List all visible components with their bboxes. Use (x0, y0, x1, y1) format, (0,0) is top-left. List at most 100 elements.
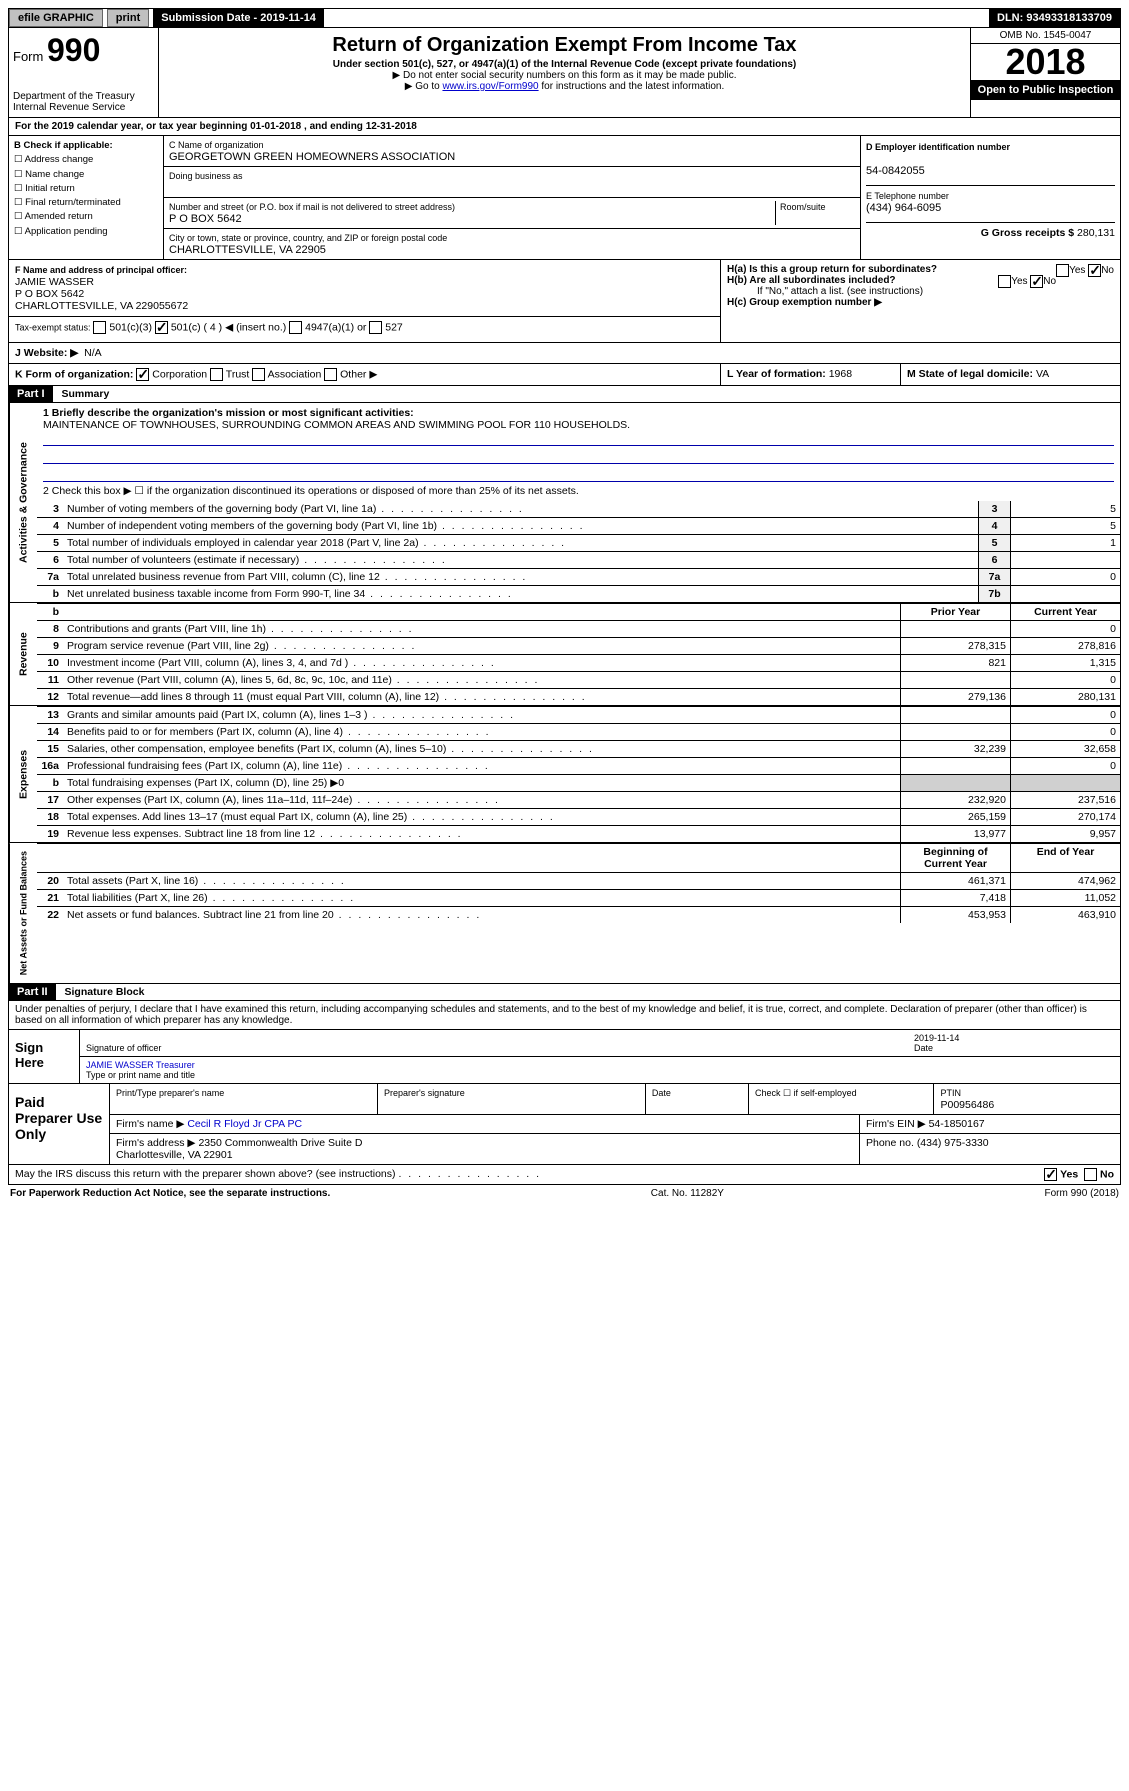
firm-name: Cecil R Floyd Jr CPA PC (187, 1118, 302, 1130)
room-label: Room/suite (780, 202, 826, 212)
hc-label: H(c) Group exemption number ▶ (727, 297, 882, 308)
ha-label: H(a) Is this a group return for subordin… (727, 264, 937, 275)
form-header: Form 990 Department of the Treasury Inte… (8, 28, 1121, 118)
firm-ein-label: Firm's EIN ▶ (866, 1118, 926, 1130)
prior-year-hdr: Prior Year (900, 604, 1010, 620)
end-year-hdr: End of Year (1010, 844, 1120, 872)
year-formed-label: L Year of formation: (727, 368, 826, 380)
website-row: J Website: ▶ N/A (8, 343, 1121, 364)
phone-value: (434) 964-6095 (866, 202, 941, 214)
irs-discuss-row: May the IRS discuss this return with the… (8, 1165, 1121, 1185)
org-name: GEORGETOWN GREEN HOMEOWNERS ASSOCIATION (169, 151, 455, 163)
form-word: Form (13, 49, 43, 64)
mission-text: MAINTENANCE OF TOWNHOUSES, SURROUNDING C… (43, 419, 630, 431)
trust-checkbox[interactable] (210, 368, 223, 381)
governance-section: Activities & Governance 1 Briefly descri… (8, 403, 1121, 603)
officer-name-label: Type or print name and title (86, 1070, 195, 1080)
cat-no: Cat. No. 11282Y (651, 1188, 724, 1199)
form-link-row: ▶ Go to www.irs.gov/Form990 for instruct… (163, 81, 966, 92)
corp-checkbox[interactable] (136, 368, 149, 381)
501c-checkbox[interactable] (155, 321, 168, 334)
tax-status-row: Tax-exempt status: 501(c)(3) 501(c) ( 4 … (9, 316, 720, 338)
irs-question: May the IRS discuss this return with the… (15, 1168, 396, 1180)
dept-label: Department of the Treasury Internal Reve… (13, 91, 154, 113)
ein-label: D Employer identification number (866, 142, 1010, 152)
page-footer: For Paperwork Reduction Act Notice, see … (8, 1185, 1121, 1202)
part2-badge: Part II (9, 984, 56, 1000)
dln-label: DLN: 93493318133709 (989, 9, 1120, 27)
dba-label: Doing business as (169, 171, 243, 181)
addr-label: Number and street (or P.O. box if mail i… (169, 202, 455, 212)
form-number: 990 (47, 32, 100, 68)
tax-status-label: Tax-exempt status: (15, 322, 91, 332)
city-label: City or town, state or province, country… (169, 233, 447, 243)
gross-label: G Gross receipts $ (981, 227, 1074, 239)
form-subtitle: Under section 501(c), 527, or 4947(a)(1)… (163, 59, 966, 70)
hb-no-checkbox[interactable] (1030, 275, 1043, 288)
sig-officer-label: Signature of officer (86, 1043, 161, 1053)
box-b-title: B Check if applicable: (14, 140, 113, 151)
revenue-section: Revenue bPrior YearCurrent Year 8Contrib… (8, 603, 1121, 706)
hb-yes-checkbox[interactable] (998, 275, 1011, 288)
efile-topbar: efile GRAPHIC print Submission Date - 20… (8, 8, 1121, 28)
sig-date-label: Date (914, 1043, 933, 1053)
officer-name: JAMIE WASSER Treasurer (86, 1060, 195, 1070)
box-c: C Name of organizationGEORGETOWN GREEN H… (164, 136, 860, 259)
paid-preparer-section: Paid Preparer Use Only Print/Type prepar… (8, 1084, 1121, 1165)
domicile-value: VA (1036, 368, 1049, 380)
box-d-e-g: D Employer identification number 54-08420… (860, 136, 1120, 259)
ha-no-checkbox[interactable] (1088, 264, 1101, 277)
form-note-ssn: ▶ Do not enter social security numbers o… (163, 70, 966, 81)
section-b-to-g: B Check if applicable: ☐ Address change☐… (8, 136, 1121, 260)
firm-phone-label: Phone no. (866, 1137, 914, 1149)
part1-title: Summary (55, 385, 115, 403)
k-l-m-row: K Form of organization: Corporation Trus… (8, 364, 1121, 386)
part1-badge: Part I (9, 386, 53, 402)
form-ref: Form 990 (2018) (1045, 1188, 1119, 1199)
k-label: K Form of organization: (15, 368, 133, 380)
website-value: N/A (84, 347, 102, 359)
527-checkbox[interactable] (369, 321, 382, 334)
501c3-checkbox[interactable] (93, 321, 106, 334)
firm-ein: 54-1850167 (929, 1118, 985, 1130)
part-ii-hdr: Part II Signature Block (8, 984, 1121, 1001)
ha-yes-checkbox[interactable] (1056, 264, 1069, 277)
print-button[interactable]: print (107, 9, 149, 27)
exp-vert-label: Expenses (9, 706, 37, 842)
website-label: J Website: ▶ (15, 347, 78, 359)
phone-label: E Telephone number (866, 191, 949, 201)
mission-label: 1 Briefly describe the organization's mi… (43, 407, 414, 419)
other-checkbox[interactable] (324, 368, 337, 381)
officer-label: F Name and address of principal officer: (15, 265, 187, 275)
city-value: CHARLOTTESVILLE, VA 22905 (169, 244, 326, 256)
firm-addr-label: Firm's address ▶ (116, 1137, 196, 1149)
street-address: P O BOX 5642 (169, 213, 242, 225)
irs-link[interactable]: www.irs.gov/Form990 (442, 81, 538, 92)
rev-hdr-b: b (37, 604, 63, 620)
tax-period: For the 2019 calendar year, or tax year … (8, 118, 1121, 136)
beg-year-hdr: Beginning of Current Year (900, 844, 1010, 872)
perjury-declaration: Under penalties of perjury, I declare th… (8, 1001, 1121, 1030)
paid-preparer-label: Paid Preparer Use Only (9, 1084, 109, 1164)
irs-yes-checkbox[interactable] (1044, 1168, 1057, 1181)
gov-vert-label: Activities & Governance (9, 403, 37, 602)
section-f-h: F Name and address of principal officer:… (8, 260, 1121, 343)
expenses-section: Expenses 13Grants and similar amounts pa… (8, 706, 1121, 843)
netassets-section: Net Assets or Fund Balances Beginning of… (8, 843, 1121, 984)
rev-vert-label: Revenue (9, 603, 37, 705)
4947-checkbox[interactable] (289, 321, 302, 334)
line2-text: 2 Check this box ▶ ☐ if the organization… (43, 485, 1114, 497)
part2-title: Signature Block (59, 983, 151, 1001)
firm-phone: (434) 975-3330 (917, 1137, 989, 1149)
sig-date: 2019-11-14 (914, 1033, 959, 1043)
net-vert-label: Net Assets or Fund Balances (9, 843, 37, 983)
assoc-checkbox[interactable] (252, 368, 265, 381)
tax-year: 2018 (971, 44, 1120, 80)
sign-here-label: Sign Here (9, 1030, 79, 1083)
efile-label: efile GRAPHIC (9, 9, 103, 27)
ein-value: 54-0842055 (866, 165, 925, 177)
year-formed: 1968 (829, 368, 852, 380)
domicile-label: M State of legal domicile: (907, 368, 1033, 380)
irs-no-checkbox[interactable] (1084, 1168, 1097, 1181)
open-inspection: Open to Public Inspection (971, 80, 1120, 100)
